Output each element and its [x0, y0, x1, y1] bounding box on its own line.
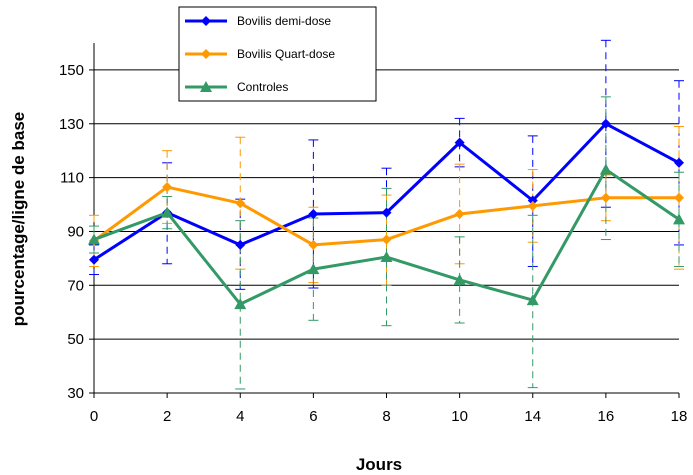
data-point	[526, 294, 539, 306]
legend: Bovilis demi-dose Bovilis Quart-dose Contr…	[178, 6, 377, 102]
data-point	[600, 118, 611, 129]
data-point	[308, 239, 319, 250]
data-point	[600, 192, 611, 203]
data-point	[599, 163, 612, 175]
y-tick-label: 50	[67, 331, 84, 348]
x-tick-label: 16	[598, 408, 615, 425]
series-markers	[88, 118, 685, 310]
y-tick-label: 110	[60, 170, 84, 187]
x-tick-label: 18	[671, 408, 688, 425]
y-tick-labels: 30 50 70 90 110 130 150	[59, 62, 84, 402]
x-tick-label: 10	[451, 408, 468, 425]
data-point	[381, 207, 392, 218]
x-tick-label: 6	[309, 408, 317, 425]
data-point	[88, 233, 100, 245]
data-point	[89, 254, 99, 265]
x-tick-label: 14	[524, 408, 541, 425]
x-tick-label: 0	[90, 408, 98, 425]
data-point	[234, 298, 247, 310]
legend-label: Bovilis Quart-dose	[237, 47, 335, 61]
data-point	[307, 263, 320, 275]
data-point	[380, 251, 393, 263]
data-point	[162, 182, 173, 193]
data-point	[161, 206, 174, 218]
data-point	[235, 239, 246, 250]
data-point	[527, 200, 538, 211]
x-axis-title: Jours	[356, 455, 402, 474]
y-axis-title: pourcentage/ligne de base	[9, 112, 28, 326]
data-point	[454, 137, 465, 148]
data-point	[454, 208, 465, 219]
data-point	[453, 273, 466, 285]
x-tick-label: 4	[236, 408, 244, 425]
legend-marker	[201, 49, 211, 59]
data-point	[674, 157, 684, 168]
data-point	[235, 198, 246, 209]
data-point	[673, 213, 685, 225]
legend-marker	[200, 81, 212, 92]
data-point	[674, 192, 684, 203]
data-point	[381, 234, 392, 245]
data-point	[527, 195, 538, 206]
legend-label: Controles	[237, 80, 288, 94]
y-tick-label: 150	[59, 62, 84, 79]
legend-marker	[201, 16, 211, 26]
x-tick-label: 2	[163, 408, 171, 425]
y-tick-label: 30	[67, 385, 84, 402]
x-tick-labels: 0 2 4 6 8 10 14 16 18	[90, 408, 688, 425]
y-tick-label: 90	[67, 223, 84, 240]
y-tick-label: 130	[59, 116, 84, 133]
data-point	[308, 208, 319, 219]
axes	[89, 43, 680, 398]
y-tick-label: 70	[67, 277, 84, 294]
x-tick-label: 8	[382, 408, 390, 425]
legend-label: Bovilis demi-dose	[237, 14, 331, 28]
